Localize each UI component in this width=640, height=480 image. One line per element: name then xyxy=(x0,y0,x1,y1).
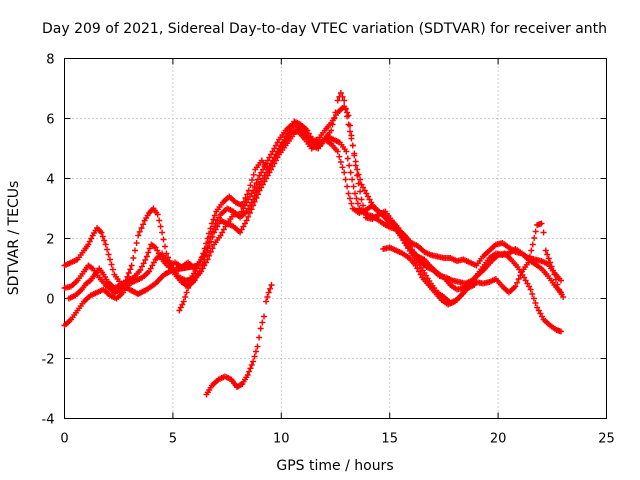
grid-lines xyxy=(64,58,607,419)
data-marker-path xyxy=(65,127,564,302)
y-tick-label: 4 xyxy=(46,173,54,188)
data-marker-path xyxy=(203,282,275,398)
x-tick-label: 15 xyxy=(381,432,398,447)
series-trace-e xyxy=(203,282,275,398)
data-marker-path xyxy=(61,90,564,335)
y-tick-label: 8 xyxy=(46,53,54,68)
x-tick-label: 5 xyxy=(169,432,177,447)
x-axis-label: GPS time / hours xyxy=(276,458,393,474)
series-trace-g xyxy=(380,244,478,308)
y-tick-label: 2 xyxy=(46,233,54,248)
y-tick-label: 0 xyxy=(46,293,54,308)
x-tick-label: 25 xyxy=(598,432,615,447)
series-trace-b xyxy=(61,90,564,335)
x-tick-label: 10 xyxy=(273,432,290,447)
data-markers xyxy=(61,90,567,398)
y-tick-label: -2 xyxy=(42,353,55,368)
y-axis-label: SDTVAR / TECUs xyxy=(6,181,22,296)
chart-title: Day 209 of 2021, Sidereal Day-to-day VTE… xyxy=(42,21,607,37)
x-tick-label: 0 xyxy=(60,432,68,447)
y-tick-label: -4 xyxy=(42,413,55,428)
series-trace-d xyxy=(65,127,564,302)
data-marker-path xyxy=(176,265,200,314)
y-tick-label: 6 xyxy=(46,113,54,128)
axis-ticks: 0 5 10 15 20 25 -4 -2 0 2 4 6 8 xyxy=(42,53,615,447)
x-tick-label: 20 xyxy=(490,432,507,447)
data-marker-path xyxy=(380,244,478,308)
series-trace-f xyxy=(176,265,200,314)
